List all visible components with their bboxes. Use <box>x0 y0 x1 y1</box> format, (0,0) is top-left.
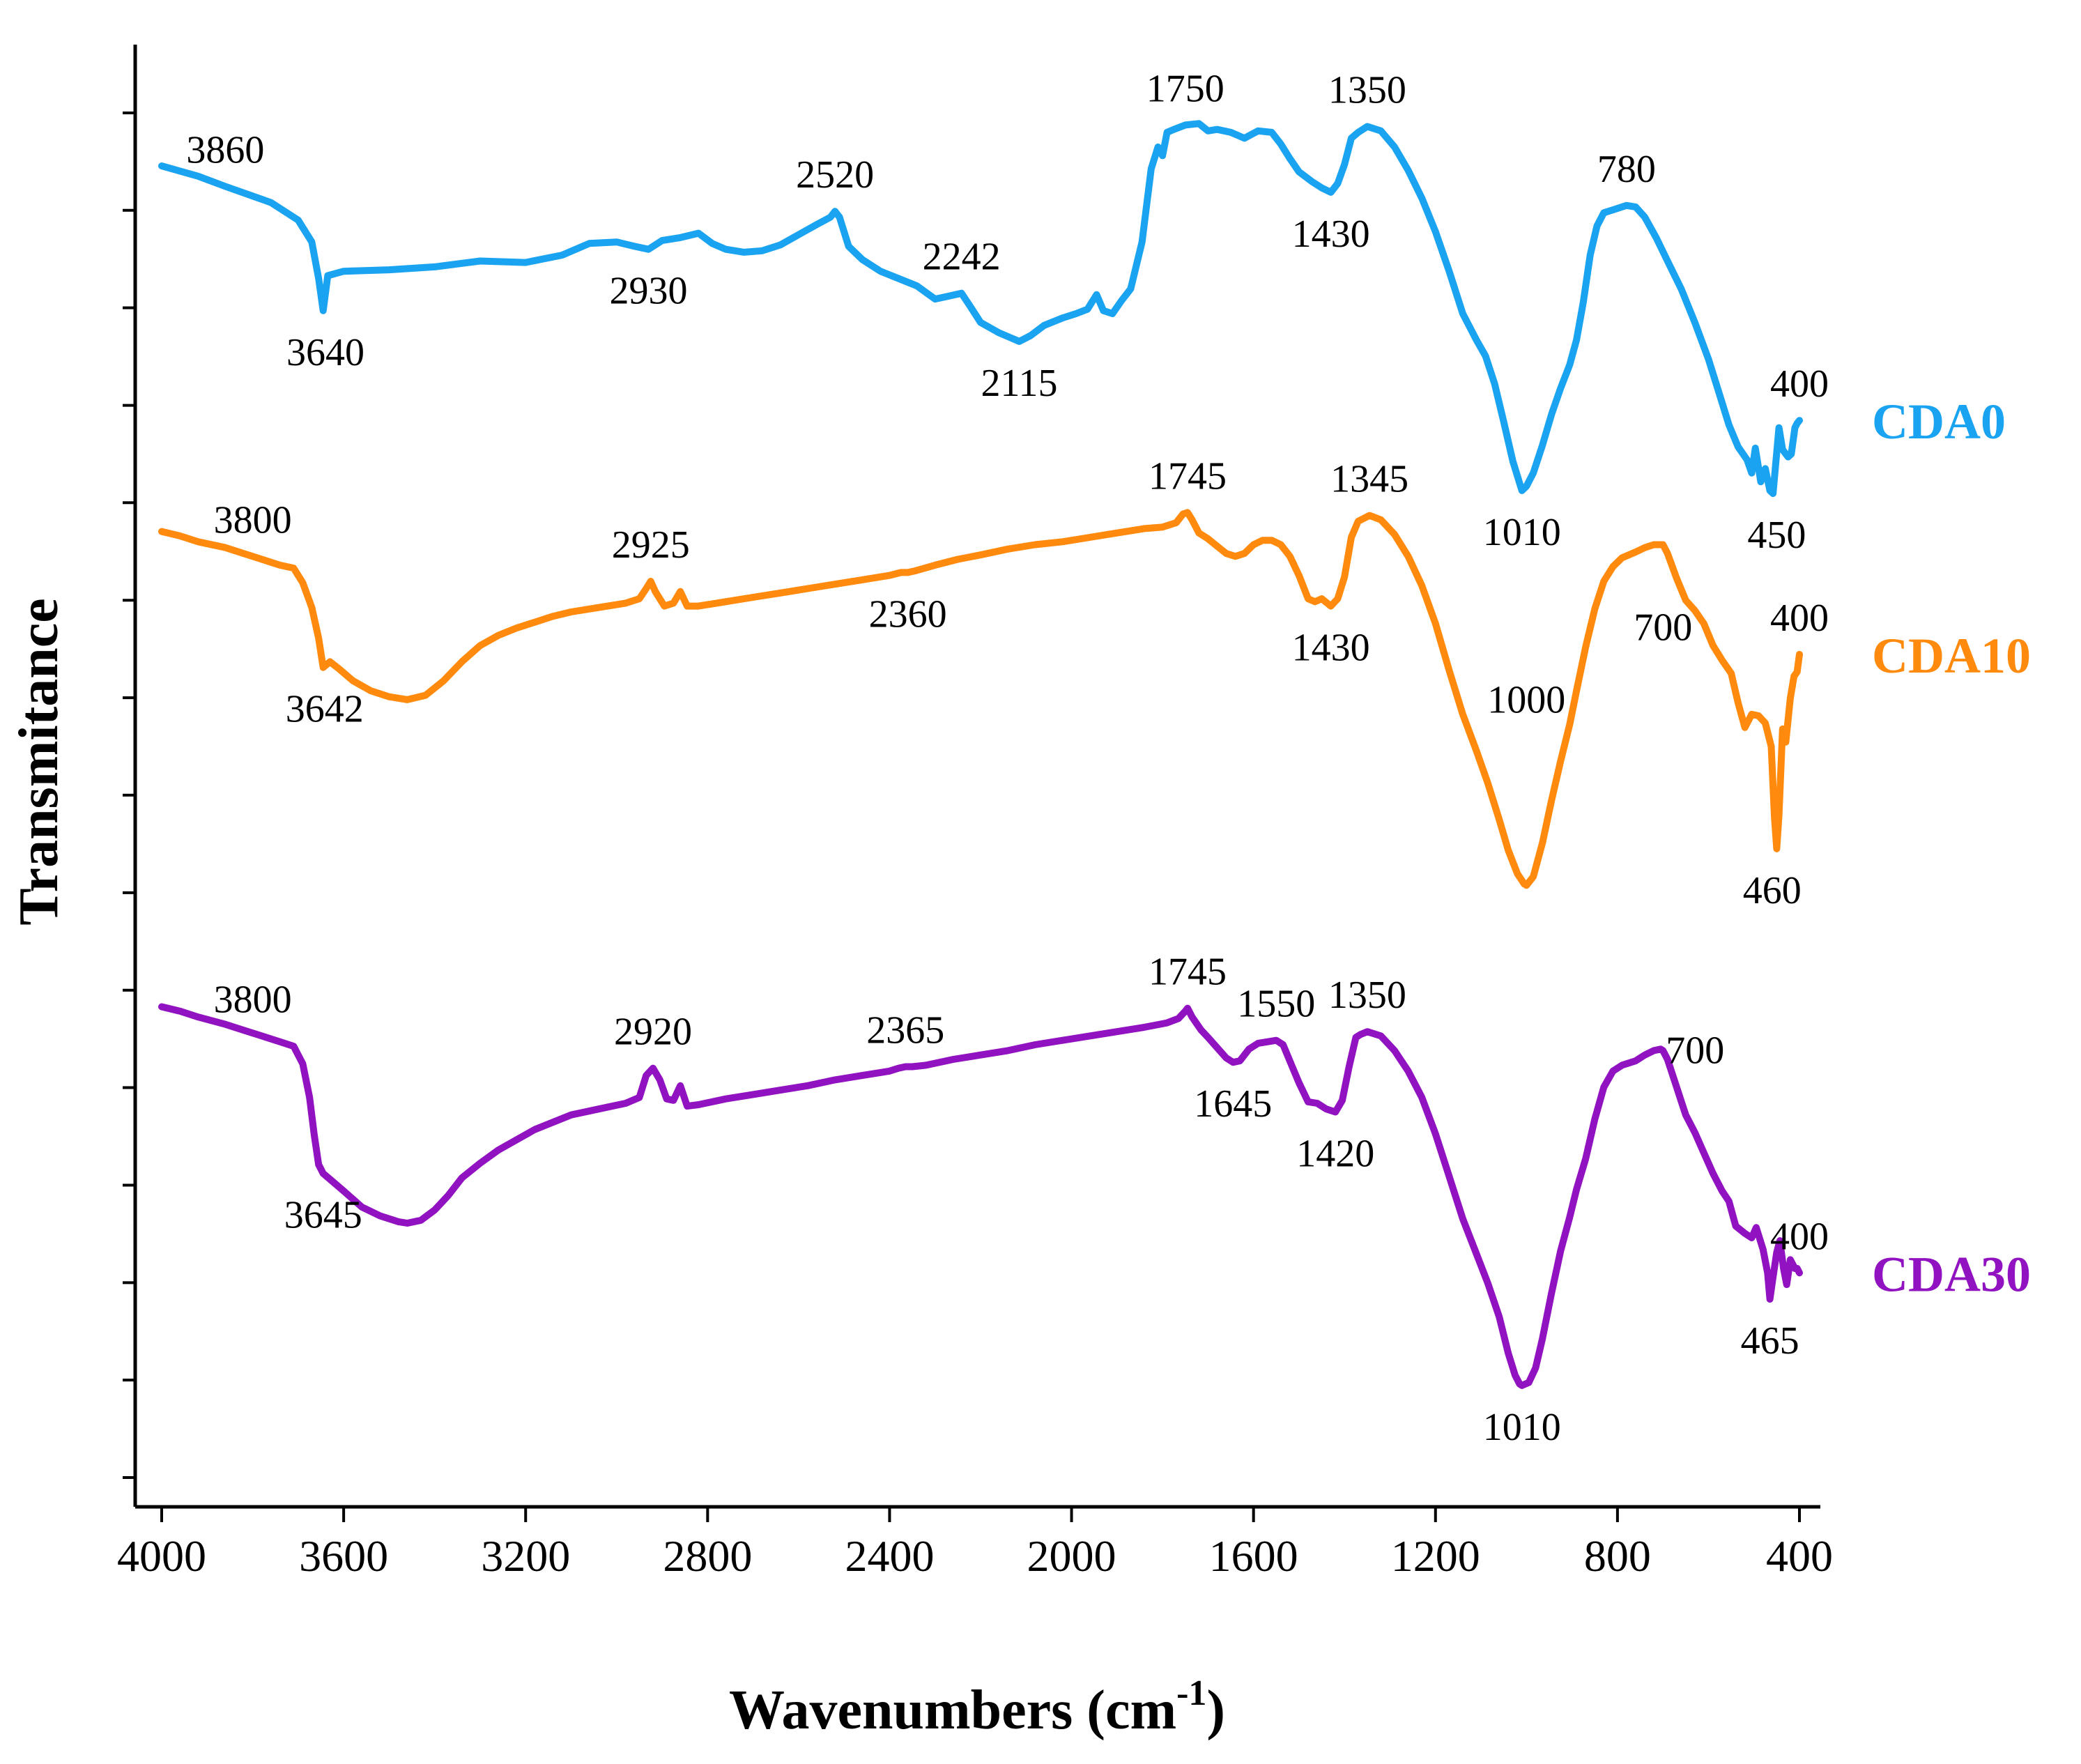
peak-label: 2360 <box>869 592 947 636</box>
peak-label: 400 <box>1770 362 1829 406</box>
peak-label: 700 <box>1666 1029 1724 1072</box>
peak-label: 780 <box>1597 148 1656 191</box>
peak-label: 1420 <box>1296 1133 1374 1176</box>
peak-label: 1345 <box>1330 458 1408 501</box>
peak-label: 2925 <box>612 523 690 567</box>
peak-label: 3800 <box>214 498 292 542</box>
peak-label: 1750 <box>1146 67 1224 110</box>
peak-label: 3642 <box>286 688 364 731</box>
peak-label: 400 <box>1770 1215 1829 1258</box>
series-line-cda30 <box>158 1003 1803 1389</box>
peak-labels: 3860 3640 2930 2520 2242 2115 1750 1350 1430 780 1… <box>186 67 1829 1448</box>
x-tick-label: 1600 <box>1209 1531 1298 1581</box>
peak-label: 3800 <box>214 978 292 1021</box>
peak-label: 460 <box>1743 869 1802 912</box>
series-labels: CDA0 CDA10 CDA30 <box>1872 394 2031 1302</box>
peak-label: 1550 <box>1237 983 1315 1026</box>
x-axis-title-text: Wavenumbers (cm <box>729 1680 1176 1741</box>
peak-label: 1745 <box>1149 454 1227 498</box>
series-label-cda10: CDA10 <box>1872 628 2031 684</box>
series-layer <box>158 120 1803 1389</box>
x-axis-title-close: ) <box>1206 1680 1225 1741</box>
peak-label: 2920 <box>614 1011 692 1054</box>
peak-label: 1645 <box>1194 1082 1272 1126</box>
peak-label: 2115 <box>981 362 1058 405</box>
x-ticks: 4000 3600 3200 2800 2400 2000 1600 1200 800 400 <box>117 1507 1833 1581</box>
peak-label: 2365 <box>866 1009 944 1052</box>
x-tick-label: 2000 <box>1027 1531 1116 1581</box>
x-tick-label: 2400 <box>845 1531 934 1581</box>
peak-label: 1000 <box>1487 678 1565 721</box>
y-ticks <box>123 111 135 1480</box>
peak-label: 465 <box>1741 1319 1799 1363</box>
x-tick-label: 3600 <box>299 1531 388 1581</box>
peak-label: 1350 <box>1328 69 1406 112</box>
x-tick-label: 1200 <box>1391 1531 1480 1581</box>
peak-label: 700 <box>1634 606 1692 649</box>
peak-label: 3640 <box>286 331 364 374</box>
peak-label: 3860 <box>186 129 264 172</box>
peak-label: 400 <box>1770 597 1829 640</box>
series-label-cda0: CDA0 <box>1872 394 2006 450</box>
peak-label: 2242 <box>923 236 1001 279</box>
series-label-cda30: CDA30 <box>1872 1246 2031 1302</box>
x-axis-title: Wavenumbers (cm-1) <box>729 1673 1225 1741</box>
peak-label: 2930 <box>610 270 688 313</box>
series-line-cda10 <box>158 509 1803 889</box>
x-tick-label: 4000 <box>117 1531 206 1581</box>
peak-label: 3645 <box>284 1194 362 1237</box>
x-tick-label: 800 <box>1584 1531 1651 1581</box>
peak-label: 1350 <box>1328 974 1406 1017</box>
peak-label: 1430 <box>1292 627 1370 670</box>
peak-label: 1010 <box>1483 1406 1561 1449</box>
peak-label: 1010 <box>1483 511 1561 554</box>
axes: 4000 3600 3200 2800 2400 2000 1600 1200 800 400 <box>117 45 1833 1581</box>
peak-label: 450 <box>1747 514 1806 557</box>
x-tick-label: 400 <box>1766 1531 1833 1581</box>
series-line-cda0 <box>158 120 1803 498</box>
x-tick-label: 2800 <box>663 1531 752 1581</box>
peak-label: 1745 <box>1149 951 1227 994</box>
x-axis-title-superscript: -1 <box>1176 1673 1206 1713</box>
peak-label: 1430 <box>1292 213 1370 256</box>
x-tick-label: 3200 <box>481 1531 570 1581</box>
peak-label: 2520 <box>796 153 874 197</box>
y-axis-title: Transmitance <box>8 598 70 926</box>
